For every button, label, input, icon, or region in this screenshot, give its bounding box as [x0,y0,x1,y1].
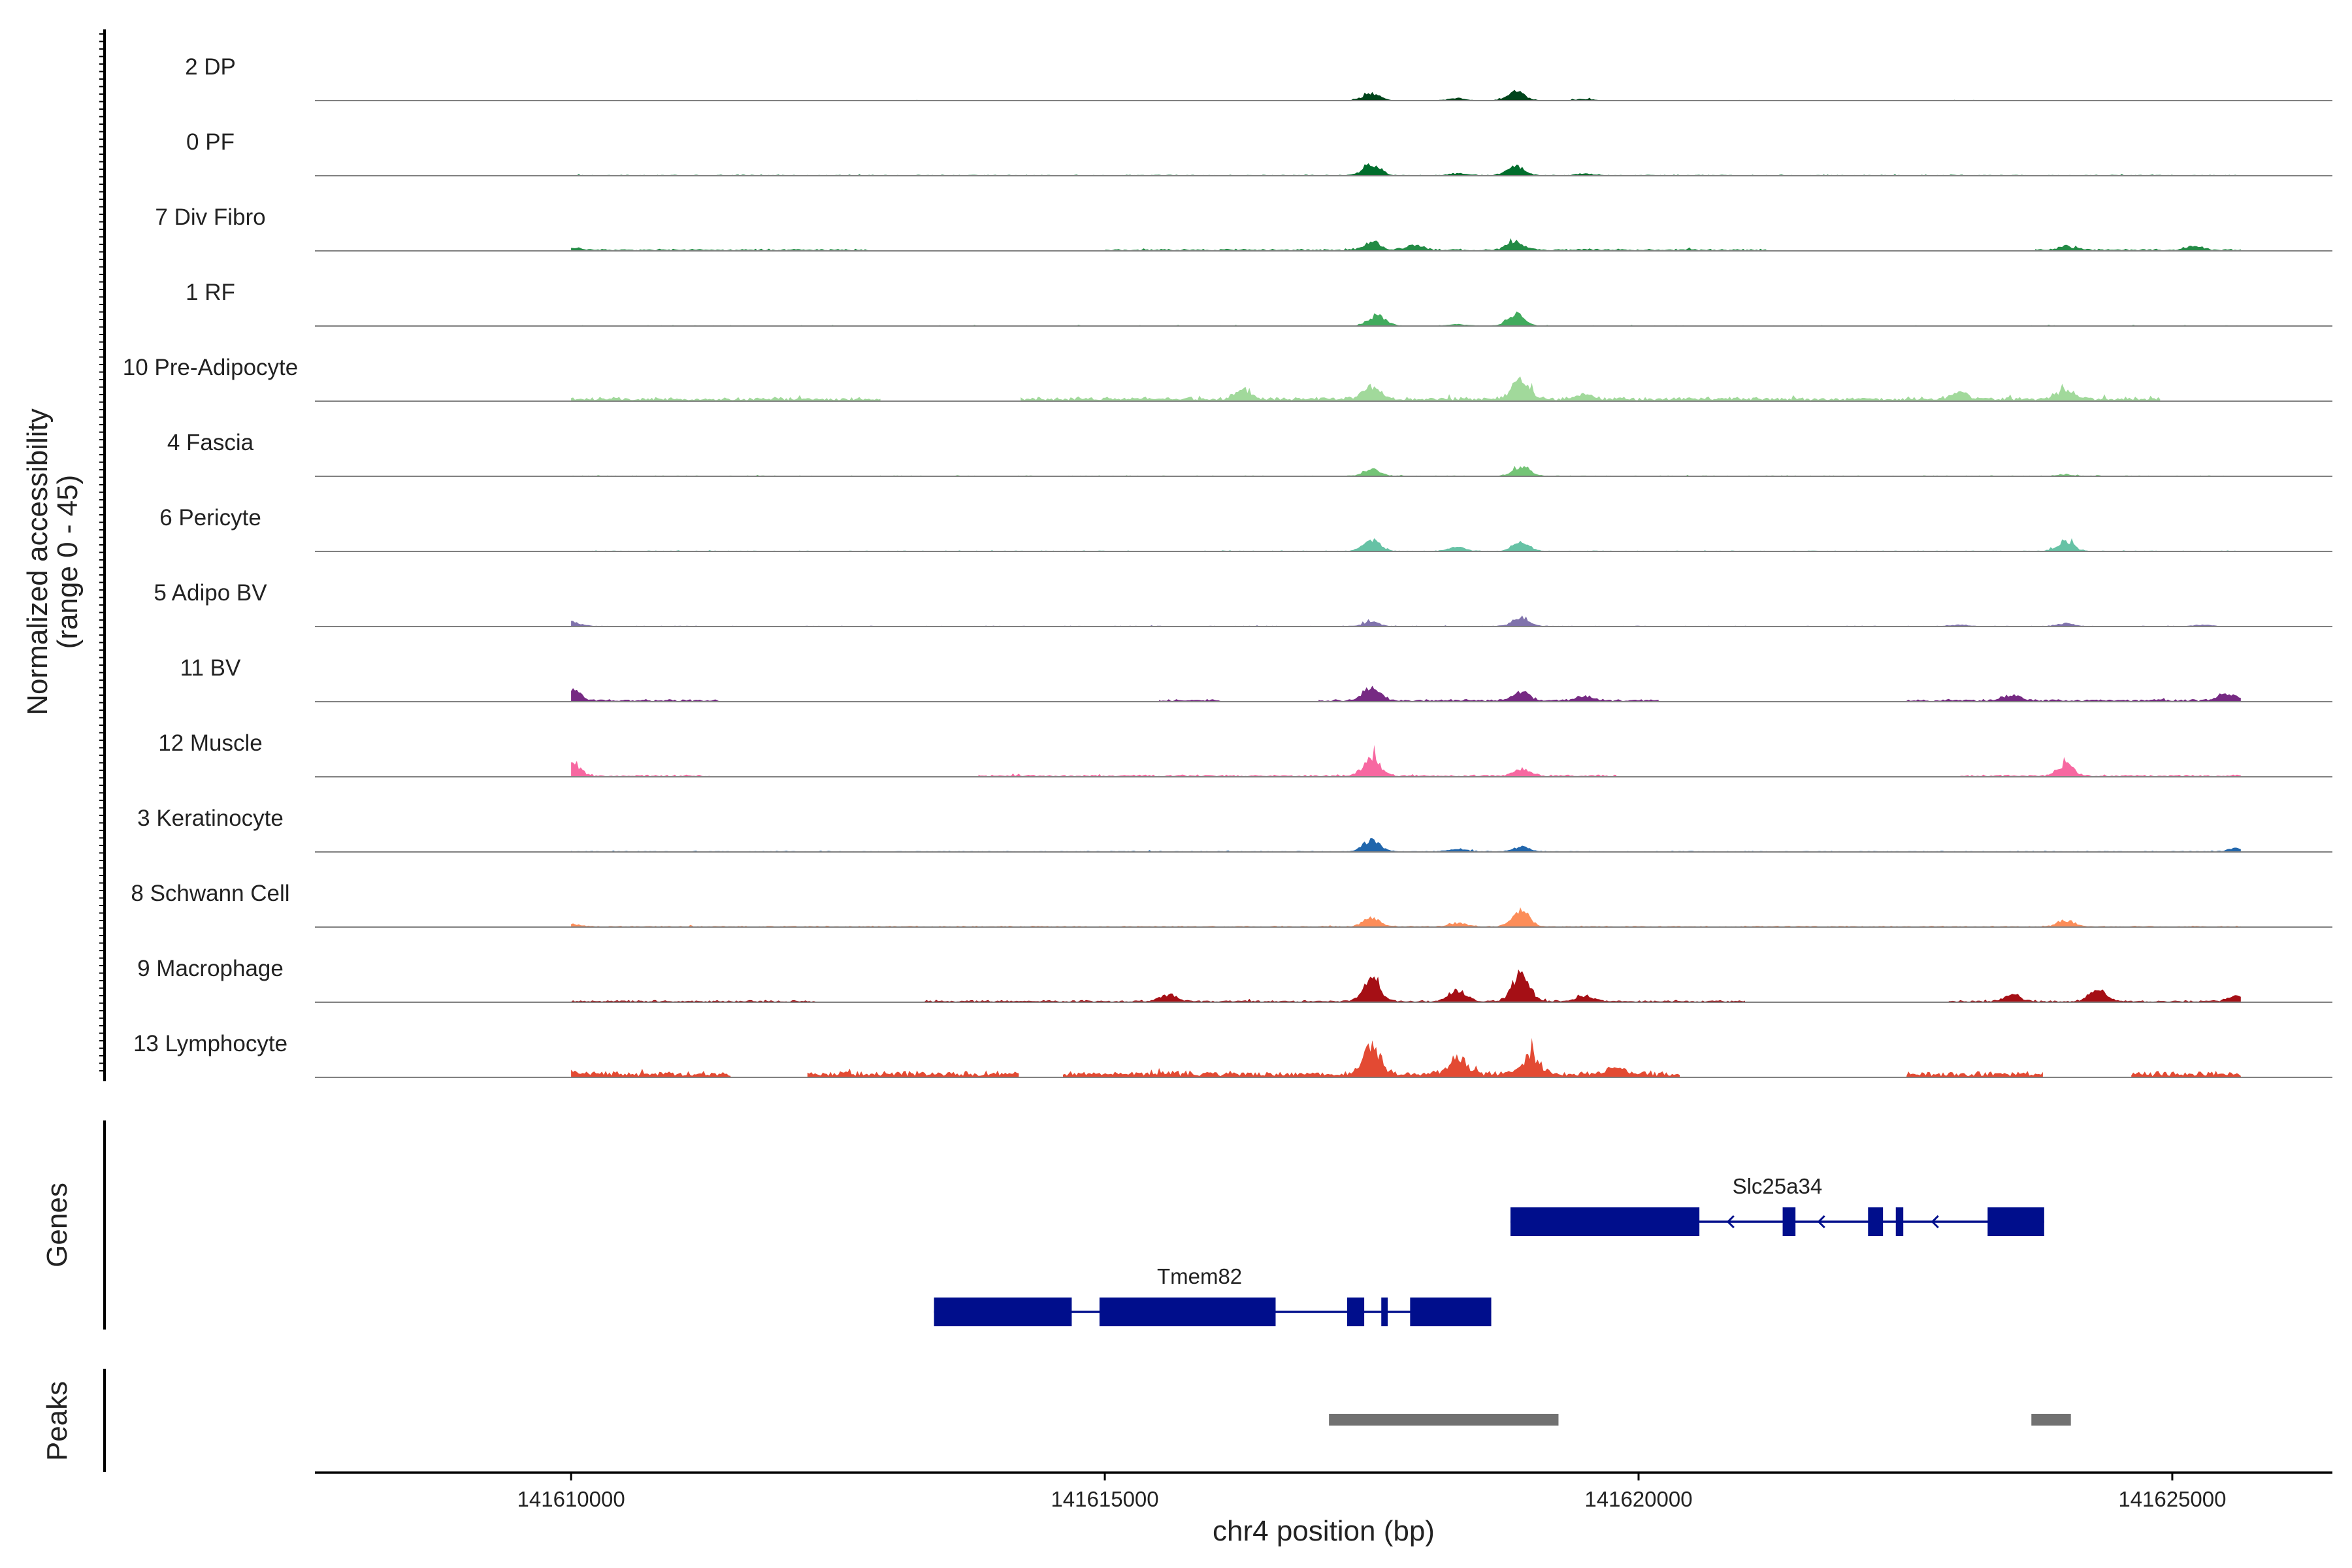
gene-exon [1410,1298,1492,1326]
track: 7 Div Fibro [155,204,2332,252]
peak-bar [1329,1414,1559,1426]
track-label: 8 Schwann Cell [131,881,289,906]
x-tick-label: 141610000 [517,1487,625,1511]
track: 4 Fascia [167,430,2332,477]
track-label: 5 Adipo BV [154,580,267,606]
strand-arrow [1726,1215,1735,1229]
x-axis-ticks: 141610000 141615000 141620000 141625000 [517,1473,2227,1511]
peak-annotations [1329,1414,2071,1426]
strand-arrow [1817,1215,1825,1229]
coverage-area [571,465,2241,476]
y-axis [99,29,106,1081]
coverage-area [571,163,2241,176]
coverage-area [571,376,2161,401]
coverage-area [571,745,2241,777]
track-label: 0 PF [186,129,235,155]
track: 11 BV [180,655,2332,702]
gene-exon [1099,1298,1276,1326]
track: 13 Lymphocyte [133,1031,2332,1078]
coverage-area [571,311,2241,326]
peak-bar [2031,1414,2071,1426]
track-label: 6 Pericyte [159,505,261,531]
x-tick-label: 141625000 [2118,1487,2226,1511]
track-label: 9 Macrophage [137,956,284,981]
gene-annotations: Slc25a34 Tmem82 [934,1174,2044,1326]
track: 5 Adipo BV [154,580,2332,627]
y-axis-title-line1: Normalized accessibility [22,408,54,715]
gene: Tmem82 [934,1264,1492,1326]
track: 9 Macrophage [137,956,2332,1003]
track: 6 Pericyte [159,505,2332,552]
track-label: 11 BV [180,655,241,681]
gene-label: Slc25a34 [1733,1174,1823,1198]
peaks-panel-label: Peaks [41,1381,73,1461]
x-tick-label: 141615000 [1051,1487,1158,1511]
gene-exon [934,1298,1072,1326]
y-axis-title-line2: (range 0 - 45) [52,475,84,649]
track-label: 7 Div Fibro [155,204,265,230]
coverage-area [571,615,2241,627]
gene-exon [1347,1298,1365,1326]
track: 1 RF [186,280,2332,327]
track-label: 1 RF [186,280,235,305]
track-label: 4 Fascia [167,430,254,455]
track: 12 Muscle [158,730,2332,777]
track-label: 10 Pre-Adipocyte [123,355,298,380]
track: 2 DP [185,54,2332,101]
coverage-area [571,90,2241,101]
coverage-area [571,685,2241,702]
track: 0 PF [186,129,2332,176]
gene-label: Tmem82 [1157,1264,1242,1288]
gene-exon [1868,1207,1884,1236]
gene-exon [1895,1207,1904,1236]
track-label: 2 DP [185,54,236,80]
track: 3 Keratinocyte [137,806,2332,853]
coverage-area [571,907,2241,927]
track: 10 Pre-Adipocyte [123,355,2332,402]
x-axis-title: chr4 position (bp) [1213,1515,1435,1547]
track-label: 3 Keratinocyte [137,806,284,831]
coverage-area [571,1037,2241,1077]
track-label: 12 Muscle [158,730,263,756]
coverage-area [571,538,2241,551]
gene-exon [1782,1207,1796,1236]
coverage-area [571,238,2241,251]
track-label: 13 Lymphocyte [133,1031,287,1056]
genes-panel-label: Genes [41,1183,73,1267]
coverage-area [571,838,2241,852]
gene-exon [1987,1207,2044,1236]
coverage-area [571,969,2241,1002]
gene-exon [1381,1298,1388,1326]
coverage-tracks: 2 DP 0 PF 7 Div Fibro 1 RF 10 Pre-Adipocyte 4… [123,54,2332,1078]
x-tick-label: 141620000 [1584,1487,1692,1511]
strand-arrow [1931,1215,1939,1229]
gene: Slc25a34 [1510,1174,2044,1236]
gene-exon [1510,1207,1700,1236]
track: 8 Schwann Cell [131,881,2332,928]
